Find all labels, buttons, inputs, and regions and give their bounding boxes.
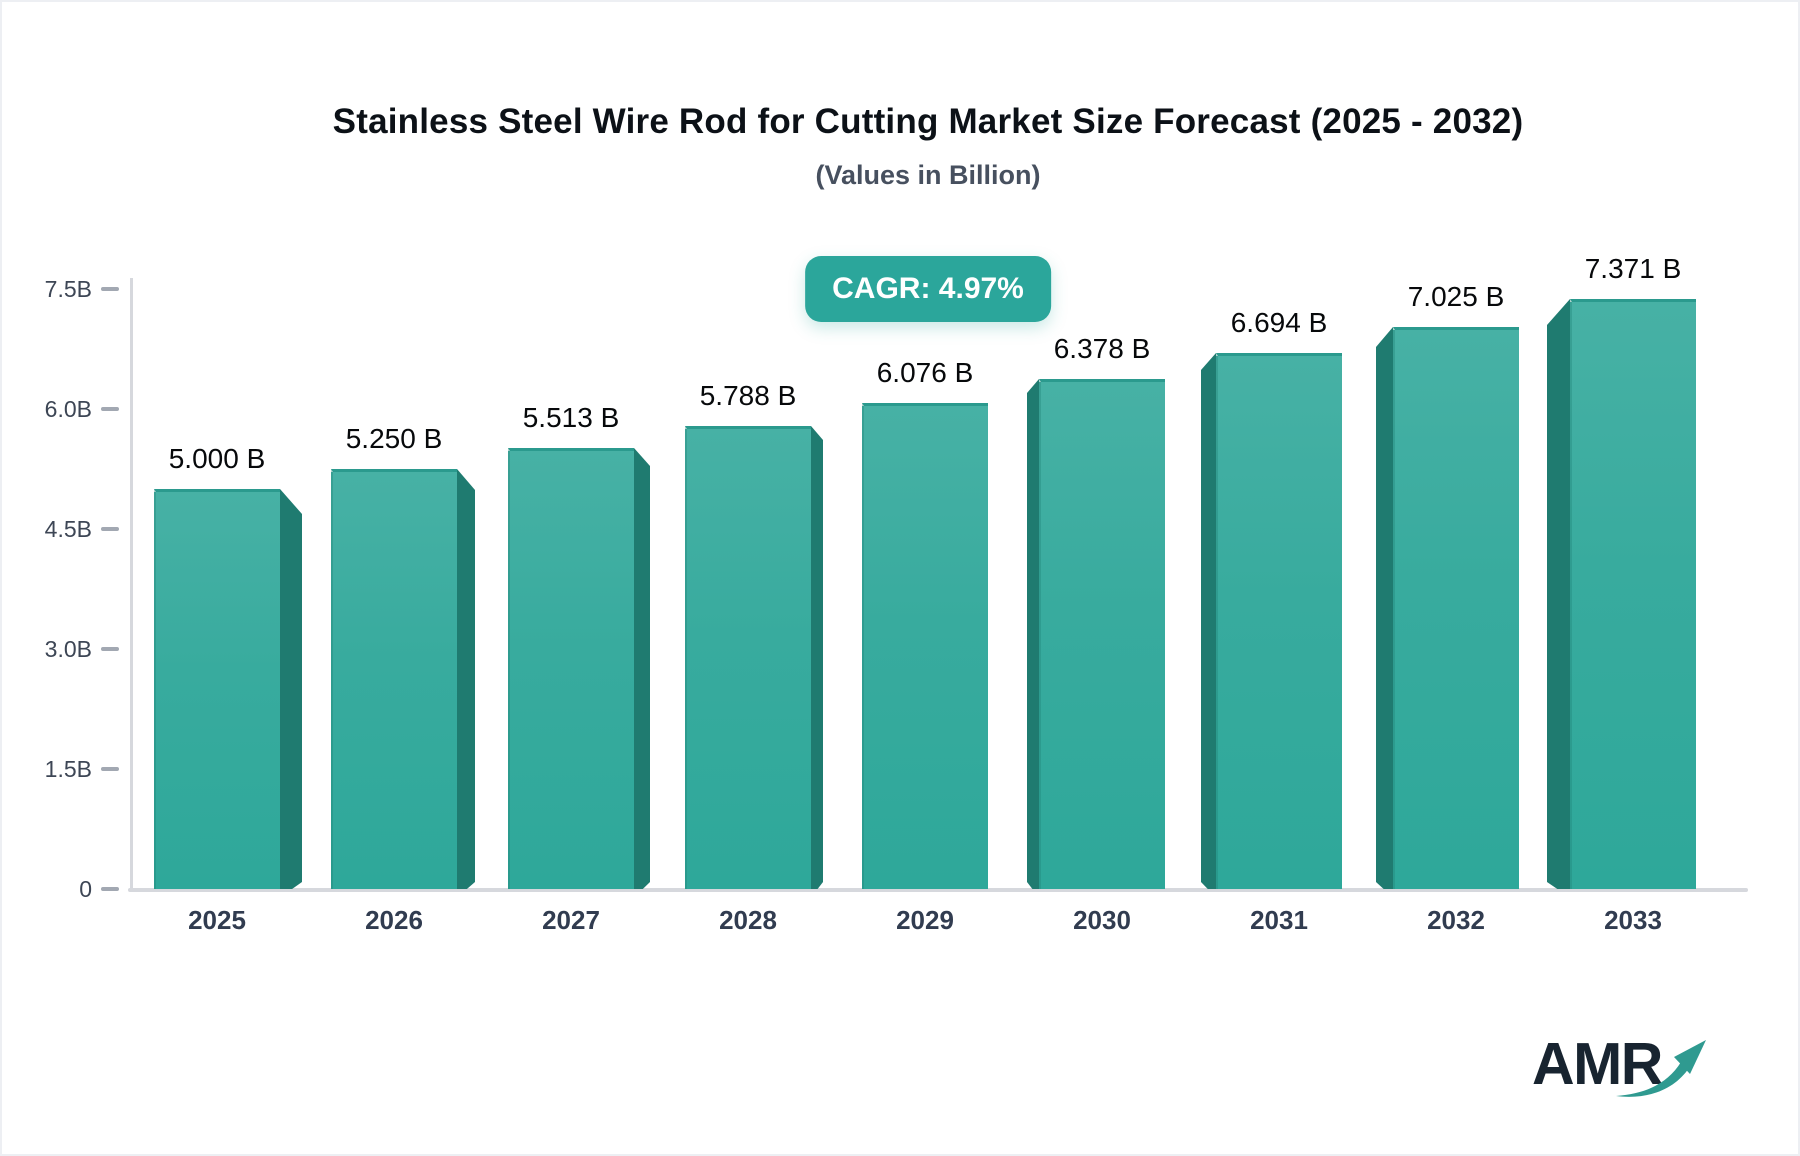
x-axis-label: 2025 <box>188 905 246 935</box>
chart-subtitle: (Values in Billion) <box>815 160 1041 190</box>
bar-side-face <box>280 489 302 889</box>
bar-side-face <box>1201 353 1216 889</box>
x-axis-label: 2028 <box>719 905 777 935</box>
amr-logo: AMR <box>1526 1032 1726 1118</box>
tick-mark <box>101 767 119 771</box>
y-axis-tick-label: 3.0B <box>44 636 92 662</box>
x-axis-label: 2026 <box>365 905 423 935</box>
bar-2031 <box>1216 353 1342 889</box>
bar-value-label: 5.250 B <box>345 423 443 454</box>
chart-title: Stainless Steel Wire Rod for Cutting Mar… <box>332 102 1524 141</box>
bar-2030 <box>1039 379 1165 889</box>
bar-value-label: 5.788 B <box>699 380 797 411</box>
bar-side-face <box>457 469 475 889</box>
bar-side-face <box>1547 299 1570 889</box>
bar-value-label: 7.025 B <box>1407 281 1505 312</box>
bar-2025 <box>154 489 280 889</box>
x-axis-label: 2027 <box>542 905 600 935</box>
bar-value-label: 5.513 B <box>522 402 620 433</box>
bar-value-label: 5.000 B <box>168 443 266 474</box>
bar-2028 <box>685 426 811 889</box>
bar-side-face <box>1376 327 1393 889</box>
tick-mark <box>101 287 119 291</box>
y-axis-line <box>130 278 133 891</box>
x-axis-label: 2033 <box>1604 905 1662 935</box>
growth-arrow-icon <box>1616 1040 1706 1097</box>
x-axis-label: 2030 <box>1073 905 1131 935</box>
y-axis-tick-label: 0 <box>79 876 92 902</box>
x-axis-label: 2029 <box>896 905 954 935</box>
cagr-badge: CAGR: 4.97% <box>805 256 1051 322</box>
bar-2032 <box>1393 327 1519 889</box>
tick-mark <box>101 527 119 531</box>
bar-2029 <box>862 403 988 889</box>
bar-value-label: 6.076 B <box>876 357 974 388</box>
x-axis-label: 2031 <box>1250 905 1308 935</box>
x-axis-label: 2032 <box>1427 905 1485 935</box>
bar-value-label: 7.371 B <box>1584 253 1682 284</box>
bar-value-label: 6.694 B <box>1230 307 1328 338</box>
x-axis-line <box>128 888 1748 892</box>
bar-2027 <box>508 448 634 889</box>
bar-side-face <box>811 426 823 889</box>
bar-2026 <box>331 469 457 889</box>
y-axis-tick-label: 4.5B <box>44 516 92 542</box>
y-axis-tick-label: 1.5B <box>44 756 92 782</box>
bar-2033 <box>1570 299 1696 889</box>
tick-mark <box>101 407 119 411</box>
bar-side-face <box>634 448 650 889</box>
y-axis-tick-label: 7.5B <box>44 276 92 302</box>
tick-mark <box>101 647 119 651</box>
tick-mark <box>101 887 119 891</box>
y-axis-tick-label: 6.0B <box>44 396 92 422</box>
amr-logo-text: AMR <box>1532 1031 1663 1097</box>
bar-value-label: 6.378 B <box>1053 333 1151 364</box>
bar-side-face <box>1027 379 1039 889</box>
